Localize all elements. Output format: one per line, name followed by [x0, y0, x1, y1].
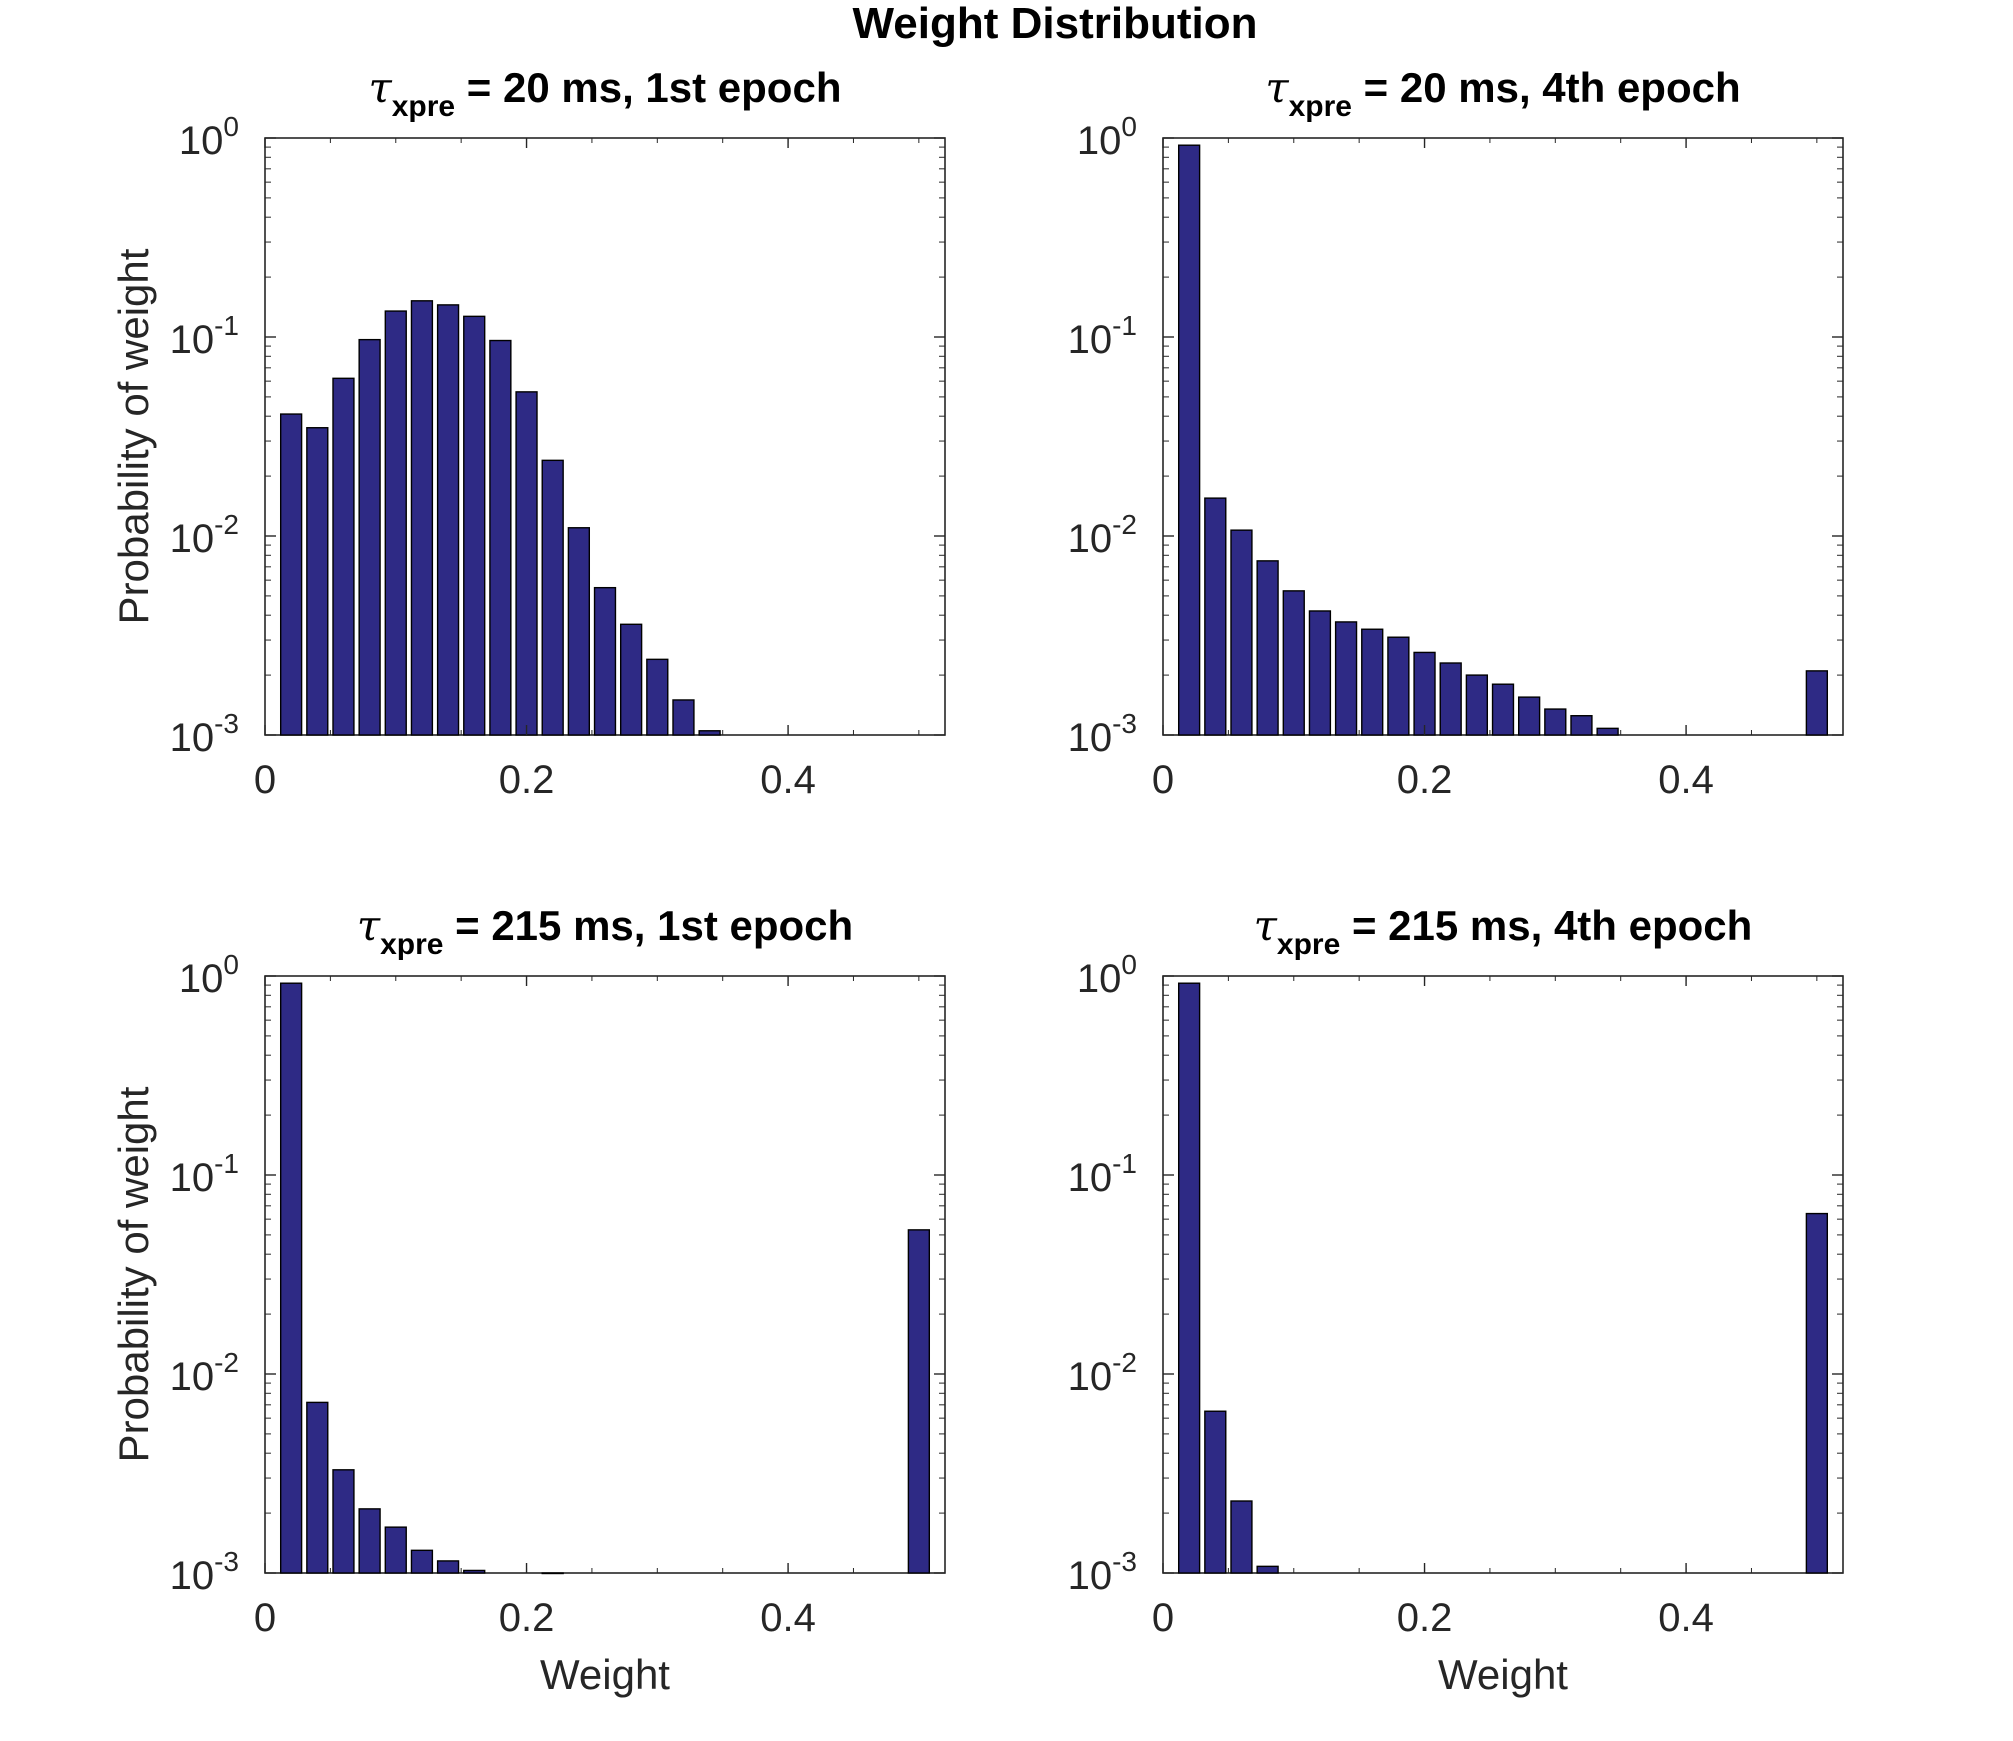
bar: [1282, 590, 1305, 736]
y-tick-label: 10-3: [170, 708, 239, 760]
y-tick-label: 100: [1077, 949, 1137, 1001]
y-tick-label: 10-3: [1068, 1546, 1137, 1598]
x-tick-label: 0.4: [1658, 758, 1714, 802]
bar: [410, 1549, 434, 1574]
bar: [1204, 497, 1227, 736]
x-tick-label: 0: [1152, 1596, 1174, 1640]
subplot-title: τxpre = 215 ms, 1st epoch: [357, 901, 853, 961]
x-tick-label: 0.4: [760, 1596, 816, 1640]
x-tick-label: 0.4: [1658, 1596, 1714, 1640]
bar: [541, 1572, 564, 1575]
bar: [515, 391, 538, 736]
subplot-2: 100 10-1 10-2 10-3 0 0.2 0.4 τxpre = 20 ms, 4th…: [1068, 63, 1844, 802]
bar: [698, 730, 721, 736]
bar: [1805, 1212, 1829, 1574]
bar: [384, 1526, 407, 1574]
bar: [1177, 144, 1201, 736]
y-axis-label: Probability of weight: [110, 1086, 157, 1462]
bar: [1805, 670, 1829, 736]
bar: [306, 1401, 329, 1574]
x-tick-label: 0.2: [499, 1596, 555, 1640]
y-tick-label: 10-2: [1068, 1347, 1137, 1399]
y-tick-label: 10-1: [170, 1148, 239, 1200]
bar: [436, 1560, 460, 1574]
bar: [1387, 636, 1410, 736]
y-tick-label: 10-1: [1068, 310, 1137, 362]
bar: [619, 623, 643, 736]
x-tick-label: 0: [254, 1596, 276, 1640]
subplot-grid: 100 10-1 10-2 10-3 0 0.2 0.4 τxpre = 20 ms, 1st…: [110, 63, 1844, 1698]
y-tick-label: 100: [179, 111, 239, 163]
y-tick-label: 10-1: [1068, 1148, 1137, 1200]
bar: [1465, 674, 1489, 736]
x-tick-label: 0.2: [499, 758, 555, 802]
bar: [463, 1569, 486, 1574]
bar: [489, 339, 512, 736]
subplot-3: 100 10-1 10-2 10-3 0 0.2 0.4 τxpre = 215 ms, 1s…: [110, 901, 946, 1698]
bar: [1204, 1410, 1227, 1574]
y-tick-label: 10-1: [170, 310, 239, 362]
bar: [1544, 708, 1567, 736]
bar: [410, 300, 434, 736]
y-tick-label: 100: [1077, 111, 1137, 163]
bar: [1439, 662, 1462, 736]
y-tick-label: 10-3: [170, 1546, 239, 1598]
subplot-title: τxpre = 20 ms, 1st epoch: [369, 63, 842, 123]
subplot-title: τxpre = 215 ms, 4th epoch: [1254, 901, 1753, 961]
bar: [436, 304, 460, 736]
y-tick-label: 10-2: [1068, 509, 1137, 561]
bar: [1177, 982, 1201, 1574]
bar: [306, 427, 329, 736]
bar: [1517, 696, 1541, 736]
bar: [1361, 628, 1384, 736]
bar: [593, 586, 617, 736]
bar: [1256, 1565, 1279, 1574]
x-tick-label: 0.4: [760, 758, 816, 802]
bar: [1308, 610, 1332, 736]
bar: [332, 377, 355, 736]
x-axis-label: Weight: [540, 1651, 670, 1698]
x-axis-label: Weight: [1438, 1651, 1568, 1698]
bar: [358, 1508, 381, 1574]
y-tick-label: 10-2: [170, 1347, 239, 1399]
bar: [279, 413, 303, 736]
x-tick-label: 0.2: [1397, 758, 1453, 802]
bar: [1596, 727, 1619, 736]
y-tick-label: 10-2: [170, 509, 239, 561]
bar: [1413, 651, 1436, 736]
bar: [1491, 683, 1515, 736]
subplot-4: 100 10-1 10-2 10-3 0 0.2 0.4 τxpre = 215 ms, 4t…: [1068, 901, 1844, 1698]
bar: [384, 310, 407, 736]
bar: [646, 658, 669, 736]
bar: [332, 1469, 355, 1574]
y-tick-label: 100: [179, 949, 239, 1001]
bar: [1256, 560, 1279, 736]
x-tick-label: 0: [254, 758, 276, 802]
plot-area: [264, 975, 946, 1574]
bar: [1230, 529, 1253, 736]
bar: [1334, 621, 1358, 736]
bar: [567, 527, 591, 736]
x-tick-label: 0: [1152, 758, 1174, 802]
bar: [541, 459, 564, 736]
y-tick-label: 10-3: [1068, 708, 1137, 760]
bar: [358, 338, 381, 736]
bar: [672, 699, 695, 736]
figure-title: Weight Distribution: [853, 0, 1258, 48]
subplot-title: τxpre = 20 ms, 4th epoch: [1265, 63, 1740, 123]
bar: [1570, 715, 1593, 736]
x-tick-label: 0.2: [1397, 1596, 1453, 1640]
bar: [1230, 1500, 1253, 1574]
bar: [907, 1229, 931, 1574]
bar: [463, 315, 486, 736]
plot-area: [1162, 975, 1844, 1574]
bar: [279, 982, 303, 1574]
y-axis-label: Probability of weight: [110, 248, 157, 624]
subplot-1: 100 10-1 10-2 10-3 0 0.2 0.4 τxpre = 20 ms, 1st…: [110, 63, 946, 802]
